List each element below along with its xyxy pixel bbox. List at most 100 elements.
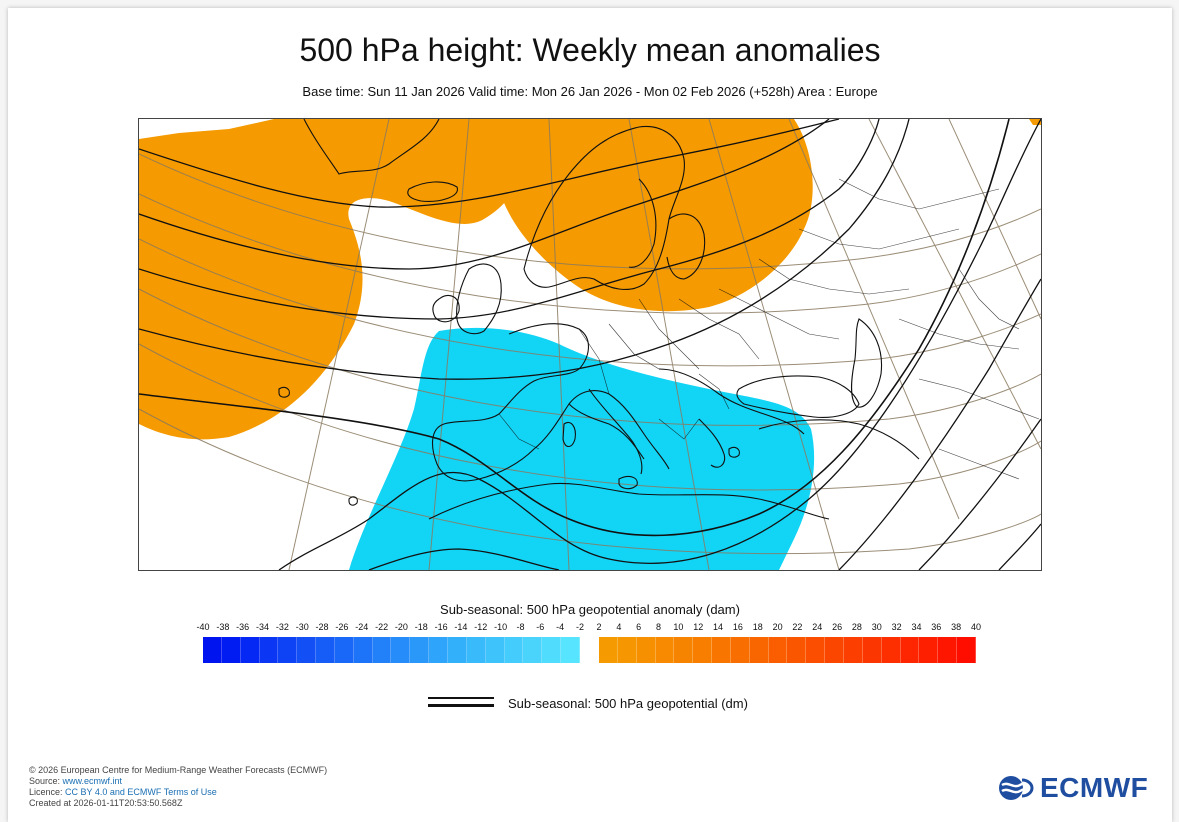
- colorbar-tick-label: -8: [516, 622, 525, 632]
- colorbar-swatch-negative: [259, 637, 279, 663]
- colorbar-swatch-positive: [787, 637, 807, 663]
- colorbar-tick-label: -16: [434, 622, 448, 632]
- colorbar-swatch-positive: [636, 637, 656, 663]
- colorbar-swatch-positive: [825, 637, 844, 663]
- colorbar-tick-label: 32: [891, 622, 902, 632]
- colorbar-swatch-positive: [900, 637, 920, 663]
- colorbar-tick-label: 10: [673, 622, 684, 632]
- licence-prefix: Licence:: [29, 787, 66, 797]
- colorbar-swatch-negative: [297, 637, 317, 663]
- footer-credits: © 2026 European Centre for Medium-Range …: [29, 765, 327, 809]
- colorbar-swatch-positive: [599, 637, 618, 663]
- colorbar-tick-label: -40: [196, 622, 210, 632]
- colorbar-tick-label: 18: [752, 622, 763, 632]
- licence-link[interactable]: CC BY 4.0 and ECMWF Terms of Use: [65, 787, 217, 797]
- colorbar-tick-label: -22: [375, 622, 389, 632]
- colorbar-tick-label: -24: [355, 622, 369, 632]
- colorbar-tick-label: 4: [616, 622, 622, 632]
- colorbar-tick-label: -28: [315, 622, 329, 632]
- licence-line: Licence: CC BY 4.0 and ECMWF Terms of Us…: [29, 787, 327, 798]
- positive-anomaly-scandinavia: [496, 119, 813, 312]
- colorbar-tick-label: 36: [931, 622, 942, 632]
- geopotential-contours: [139, 119, 1041, 570]
- colorbar-swatch-negative: [429, 637, 448, 663]
- positive-anomaly-atlantic: [139, 119, 530, 440]
- colorbar-swatch-positive: [655, 637, 675, 663]
- copyright-text: © 2026 European Centre for Medium-Range …: [29, 765, 328, 775]
- colorbar-tick-label: 28: [851, 622, 862, 632]
- colorbar-swatch-negative: [240, 637, 260, 663]
- colorbar-tick-label: 12: [693, 622, 704, 632]
- anomaly-map: [138, 118, 1042, 571]
- colorbar-positive: [599, 637, 976, 663]
- colorbar-tick-label: 2: [596, 622, 602, 632]
- colorbar-swatch-negative: [334, 637, 354, 663]
- colorbar-tick-label: 14: [713, 622, 724, 632]
- colorbar-swatch-negative: [372, 637, 392, 663]
- colorbar-tick-label: -32: [275, 622, 289, 632]
- colorbar-swatch-positive: [693, 637, 713, 663]
- colorbar-swatch-positive: [617, 637, 637, 663]
- page-title: 500 hPa height: Weekly mean anomalies: [299, 32, 881, 68]
- colorbar-tick-label: 26: [832, 622, 843, 632]
- page-subtitle: Base time: Sun 11 Jan 2026 Valid time: M…: [302, 84, 878, 99]
- negative-anomaly-mediterranean: [349, 327, 815, 570]
- colorbar-swatch-positive: [806, 637, 826, 663]
- country-borders: [498, 178, 1040, 480]
- source-link[interactable]: www.ecmwf.int: [62, 776, 123, 786]
- colorbar-tick-label: -34: [256, 622, 270, 632]
- colorbar-tick-label: 22: [792, 622, 803, 632]
- colorbar-tick-labels: -40 -38 -36 -34 -32 -30 -28 -26 -24 -22 -20 -18 -16-…: [8, 622, 1172, 636]
- colorbar-swatch-negative: [316, 637, 335, 663]
- colorbar-swatch-positive: [957, 637, 976, 663]
- colorbar-swatch-positive: [938, 637, 958, 663]
- colorbar-swatch-positive: [730, 637, 750, 663]
- colorbar-swatch-positive: [749, 637, 769, 663]
- colorbar-tick-label: -6: [536, 622, 545, 632]
- colorbar-tick-label: -4: [556, 622, 565, 632]
- ecmwf-logo: ECMWF: [998, 772, 1148, 804]
- colorbar-swatch-positive: [862, 637, 882, 663]
- colorbar-tick-label: 24: [812, 622, 823, 632]
- colorbar-tick-label: -2: [575, 622, 585, 632]
- colorbar-swatch-negative: [203, 637, 222, 663]
- colorbar-swatch-positive: [768, 637, 788, 663]
- colorbar-swatch-negative: [542, 637, 562, 663]
- colorbar-tick-label: -20: [394, 622, 408, 632]
- colorbar-tick-label: 38: [951, 622, 962, 632]
- colorbar-swatch-negative: [391, 637, 411, 663]
- colorbar-tick-label: -10: [494, 622, 508, 632]
- colorbar-swatch-positive: [919, 637, 939, 663]
- contour-legend-symbol: [428, 696, 494, 710]
- colorbar-tick-label: 16: [732, 622, 743, 632]
- ecmwf-logo-text: ECMWF: [1040, 772, 1149, 803]
- colorbar-tick-label: -36: [236, 622, 250, 632]
- ecmwf-logo-icon: [999, 776, 1035, 800]
- colorbar-tick-label: 8: [656, 622, 662, 632]
- colorbar-tick-label: -12: [474, 622, 488, 632]
- colorbar-swatch-negative: [561, 637, 580, 663]
- colorbar-tick-label: -26: [335, 622, 349, 632]
- colorbar-tick-label: 6: [636, 622, 642, 632]
- colorbar-tick-label: -38: [216, 622, 230, 632]
- colorbar-tick-label: 20: [772, 622, 783, 632]
- colorbar-swatch-negative: [278, 637, 298, 663]
- colorbar-swatch-negative: [410, 637, 430, 663]
- colorbar-swatch-negative: [221, 637, 241, 663]
- colorbar-title: Sub-seasonal: 500 hPa geopotential anoma…: [440, 602, 740, 617]
- colorbar-tick-label: -30: [295, 622, 309, 632]
- colorbar-tick-label: -14: [454, 622, 468, 632]
- source-line: Source: www.ecmwf.int: [29, 776, 327, 787]
- contour-legend-label: Sub-seasonal: 500 hPa geopotential (dm): [508, 696, 748, 711]
- map-svg: [139, 119, 1041, 570]
- colorbar-swatch-positive: [712, 637, 731, 663]
- colorbar-tick-label: 34: [911, 622, 922, 632]
- colorbar-swatch-positive: [674, 637, 694, 663]
- colorbar-tick-label: -18: [414, 622, 428, 632]
- colorbar-swatch-negative: [353, 637, 373, 663]
- colorbar-swatch-negative: [504, 637, 524, 663]
- colorbar-swatch-negative: [466, 637, 486, 663]
- chart-page: 500 hPa height: Weekly mean anomalies Ba…: [8, 8, 1172, 822]
- colorbar-swatch-negative: [485, 637, 505, 663]
- colorbar-swatch-negative: [523, 637, 543, 663]
